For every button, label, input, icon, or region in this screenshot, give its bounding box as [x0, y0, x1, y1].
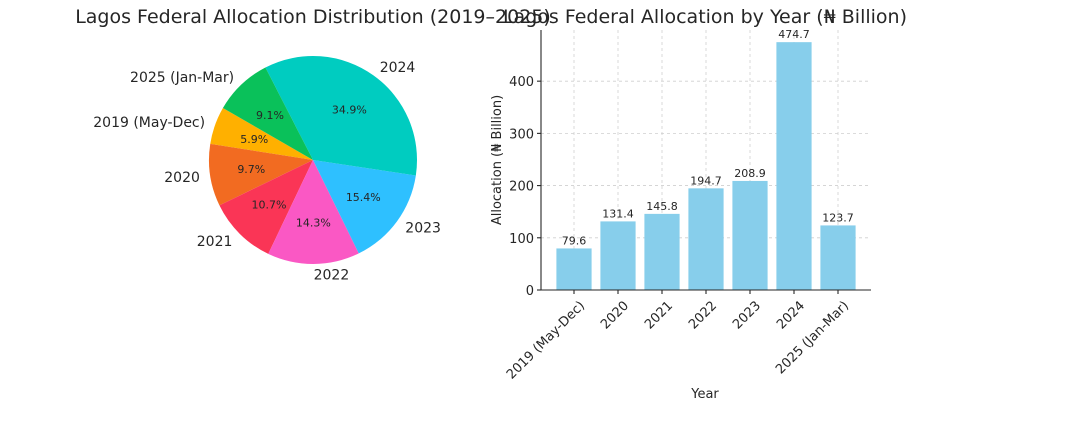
pie-category-label-2: 2021 — [197, 234, 233, 250]
pie-percent-label-6: 9.1% — [256, 109, 284, 122]
pie-percent-label-4: 15.4% — [346, 191, 381, 204]
pie-chart: Lagos Federal Allocation Distribution (2… — [75, 6, 551, 283]
pie-chart-title: Lagos Federal Allocation Distribution (2… — [75, 6, 551, 28]
pie-percent-label-1: 9.7% — [237, 163, 265, 176]
bar-chart: Lagos Federal Allocation by Year (₦ Bill… — [490, 6, 907, 402]
pie-percent-label-2: 10.7% — [252, 198, 287, 211]
x-axis-label: Year — [690, 387, 719, 402]
bar-value-label-0: 79.6 — [562, 234, 587, 247]
pie-category-label-3: 2022 — [314, 267, 350, 283]
pie-category-label-6: 2025 (Jan-Mar) — [130, 70, 234, 86]
x-tick-label-1: 2020 — [598, 298, 632, 332]
y-tick-label-0: 0 — [526, 284, 534, 299]
pie-slice-5 — [265, 55, 418, 176]
y-tick-label-2: 200 — [509, 180, 534, 195]
bar-value-label-4: 208.9 — [734, 167, 766, 180]
bar-value-labels: 79.6 131.4 145.8 194.7 208.9 474.7 123.7 — [562, 28, 854, 247]
bar-1 — [600, 221, 636, 290]
pie-category-label-4: 2023 — [405, 221, 441, 237]
bar-value-label-2: 145.8 — [646, 200, 678, 213]
bar-3 — [688, 188, 724, 290]
bar-0 — [556, 248, 592, 290]
bar-value-label-5: 474.7 — [778, 28, 810, 41]
bar-chart-title: Lagos Federal Allocation by Year (₦ Bill… — [503, 6, 907, 28]
pie-slice-1 — [209, 143, 313, 206]
pie-slice-6 — [222, 67, 313, 160]
bar-6 — [820, 225, 856, 290]
y-tick-label-1: 100 — [509, 232, 534, 247]
pie-slice-2 — [219, 160, 313, 254]
pie-percent-label-5: 34.9% — [332, 103, 367, 116]
pie-slice-0 — [210, 108, 313, 160]
bar-y-ticks: 0 100 200 300 400 — [509, 75, 541, 299]
x-tick-label-0: 2019 (May-Dec) — [504, 298, 588, 382]
y-tick-label-4: 400 — [509, 75, 534, 90]
bar-value-label-3: 194.7 — [690, 174, 722, 187]
pie-slice-4 — [313, 160, 416, 254]
pie-percent-label-3: 14.3% — [296, 216, 331, 229]
bar-5 — [776, 42, 812, 290]
bar-bars — [556, 42, 856, 290]
bar-2 — [644, 213, 680, 290]
bar-4 — [732, 180, 768, 290]
bar-value-label-6: 123.7 — [822, 211, 854, 224]
pie-percent-label-0: 5.9% — [240, 133, 268, 146]
pie-labels: 5.9% 2019 (May-Dec) 9.7% 2020 10.7% 2021 14.3%… — [93, 60, 441, 283]
bar-value-label-1: 131.4 — [602, 207, 634, 220]
pie-slices — [209, 55, 418, 264]
x-tick-label-5: 2024 — [774, 298, 808, 332]
x-tick-label-2: 2021 — [642, 298, 676, 332]
pie-slice-3 — [268, 160, 359, 264]
x-tick-label-3: 2022 — [686, 298, 720, 332]
y-tick-label-3: 300 — [509, 127, 534, 142]
pie-category-label-0: 2019 (May-Dec) — [93, 115, 205, 131]
x-tick-label-4: 2023 — [730, 298, 764, 332]
y-axis-label: Allocation (₦ Billion) — [490, 95, 505, 225]
pie-category-label-1: 2020 — [164, 170, 200, 186]
pie-category-label-5: 2024 — [380, 60, 416, 76]
